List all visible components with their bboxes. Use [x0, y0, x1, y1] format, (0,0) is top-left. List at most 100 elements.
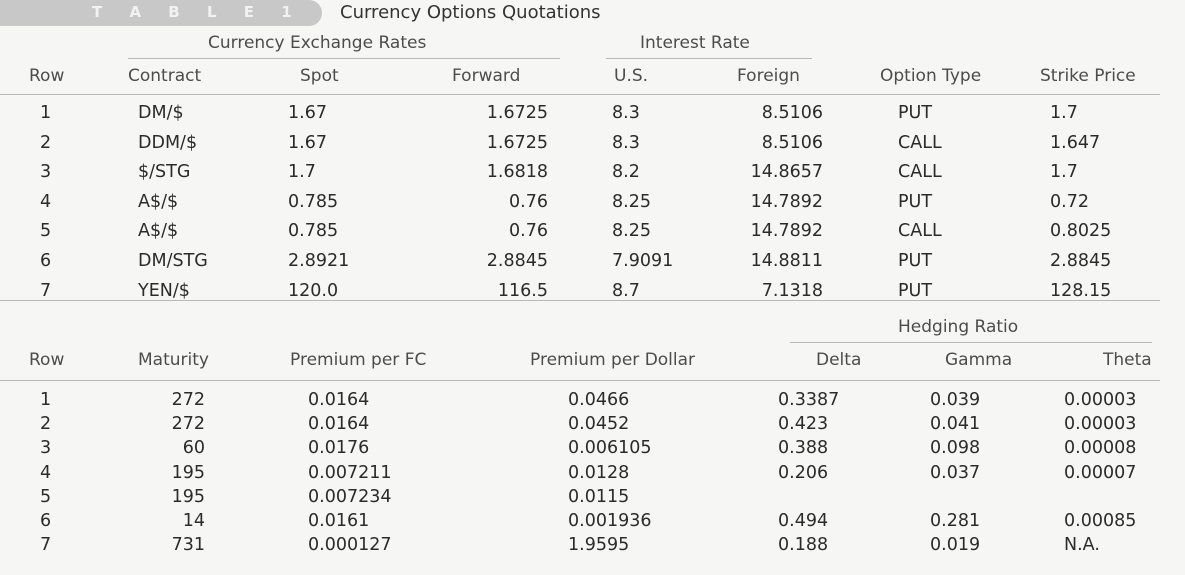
table2-cell: 0.188 — [778, 535, 829, 556]
table1-cell: 6 — [40, 251, 52, 271]
table1-cell: 1.7 — [1050, 162, 1078, 183]
col-header-premium-fc: Premium per FC — [290, 350, 427, 370]
group-header-hedging-ratio: Hedging Ratio — [898, 317, 1019, 337]
table1-cell: 4 — [40, 191, 52, 212]
table1-cell: 8.7 — [612, 280, 640, 301]
col-header-strike-price: Strike Price — [1040, 66, 1136, 86]
table2-cell: 0.098 — [930, 438, 981, 459]
table1-cell: CALL — [898, 132, 942, 153]
table2-cell: 0.0176 — [308, 438, 370, 459]
table-title: Currency Options Quotations — [340, 2, 601, 23]
table1-cell: YEN/$ — [138, 280, 190, 301]
table1-cell: 1.67 — [288, 103, 327, 123]
table2-cell: 0.00008 — [1064, 438, 1137, 459]
table2-cell: 0.3387 — [778, 390, 840, 410]
table1-cell: 1.647 — [1050, 132, 1101, 153]
table2-cell: 0.006105 — [568, 438, 652, 459]
table1-cell: 3 — [40, 162, 52, 183]
table1-cell: 2 — [40, 132, 52, 153]
table1-cell: PUT — [898, 251, 933, 271]
table1-cell: 8.3 — [612, 132, 640, 153]
table1-cell: 14.8811 — [750, 251, 823, 271]
table1-cell: 1 — [40, 103, 52, 123]
group-underline-interest — [606, 58, 812, 59]
header-rule-2 — [0, 380, 1160, 381]
table1-cell: PUT — [898, 280, 933, 301]
table2-cell: 272 — [171, 390, 205, 410]
table1-cell: 14.7892 — [750, 221, 823, 242]
table2-cell: 0.041 — [930, 414, 981, 435]
table1-cell: DM/$ — [138, 103, 184, 123]
table1-cell: 128.15 — [1050, 280, 1112, 301]
table1-cell: 7.9091 — [612, 251, 674, 271]
table1-cell: 14.8657 — [750, 162, 823, 183]
table2-cell: 7 — [40, 535, 52, 556]
table1-cell: 8.3 — [612, 103, 640, 123]
table2-cell: 0.00003 — [1064, 414, 1137, 435]
table1-cell: DM/STG — [138, 251, 208, 271]
table-label-banner: T A B L E 1 — [0, 0, 322, 26]
table1-cell: 0.785 — [288, 191, 339, 212]
table1-cell: A$/$ — [138, 191, 179, 212]
table1-cell: 0.76 — [509, 221, 548, 242]
col-header-option-type: Option Type — [880, 66, 982, 86]
col-header-foreign: Foreign — [737, 66, 800, 86]
table1-cell: 8.2 — [612, 162, 640, 183]
group-header-interest-rate: Interest Rate — [640, 33, 750, 53]
col-header-gamma: Gamma — [945, 350, 1013, 370]
table2-cell: 195 — [171, 462, 205, 483]
table2-cell: 2 — [40, 414, 52, 435]
table1-cell: 2.8921 — [288, 251, 350, 271]
table2-cell: 3 — [40, 438, 52, 459]
table1-cell: 5 — [40, 221, 52, 242]
col-header-premium-dollar: Premium per Dollar — [530, 350, 696, 370]
table2-cell: 0.0128 — [568, 462, 630, 483]
table2-cell: 195 — [171, 486, 205, 507]
table2-cell: 0.0115 — [568, 486, 630, 507]
table2-cell: 0.494 — [778, 511, 829, 531]
table2-cell: 0.000127 — [308, 535, 392, 556]
table1-cell: PUT — [898, 103, 933, 123]
table1-cell: 0.785 — [288, 221, 339, 242]
table1-cell: PUT — [898, 191, 933, 212]
col-header-spot: Spot — [300, 66, 339, 86]
table2-cell: 272 — [171, 414, 205, 435]
table1-cell: 8.25 — [612, 221, 651, 242]
col-header-contract: Contract — [128, 66, 202, 86]
table2-cell: 0.037 — [930, 462, 981, 483]
table1-cell: 8.5106 — [761, 103, 823, 123]
table1-cell: 2.8845 — [1050, 251, 1112, 271]
table2-cell: 0.039 — [930, 390, 981, 410]
table1-cell: 14.7892 — [750, 191, 823, 212]
section-rule — [0, 300, 1160, 301]
table2-cell: 0.206 — [778, 462, 829, 483]
table2-cell: 5 — [40, 486, 52, 507]
table-label: T A B L E 1 — [92, 3, 303, 21]
table2-cell: N.A. — [1064, 535, 1100, 556]
table1-cell: 2.8845 — [486, 251, 548, 271]
header-rule — [0, 94, 1160, 95]
col-header-us: U.S. — [614, 66, 649, 86]
table1-cell: DDM/$ — [138, 132, 198, 153]
table2-cell: 731 — [171, 535, 205, 556]
table1-cell: 0.72 — [1050, 191, 1089, 212]
table2-cell: 0.00085 — [1064, 511, 1137, 531]
col-header-row-2: Row — [29, 350, 65, 370]
group-underline-hedging — [790, 342, 1152, 343]
col-header-theta: Theta — [1103, 350, 1152, 370]
group-header-exchange-rates: Currency Exchange Rates — [208, 33, 427, 53]
table1-cell: 1.7 — [288, 162, 316, 183]
col-header-maturity: Maturity — [138, 350, 209, 370]
table2-cell: 0.00003 — [1064, 390, 1137, 410]
table1-cell: 0.76 — [509, 191, 548, 212]
table1-cell: 116.5 — [497, 280, 548, 301]
table1-cell: 7.1318 — [761, 280, 823, 301]
table2-cell: 0.019 — [930, 535, 981, 556]
group-underline-exchange — [128, 58, 560, 59]
table1-cell: 7 — [40, 280, 52, 301]
col-header-forward: Forward — [452, 66, 521, 86]
table2-cell: 0.00007 — [1064, 462, 1137, 483]
table2-cell: 60 — [182, 438, 205, 459]
table1-cell: 1.6818 — [486, 162, 548, 183]
table1-cell: 1.6725 — [486, 103, 548, 123]
